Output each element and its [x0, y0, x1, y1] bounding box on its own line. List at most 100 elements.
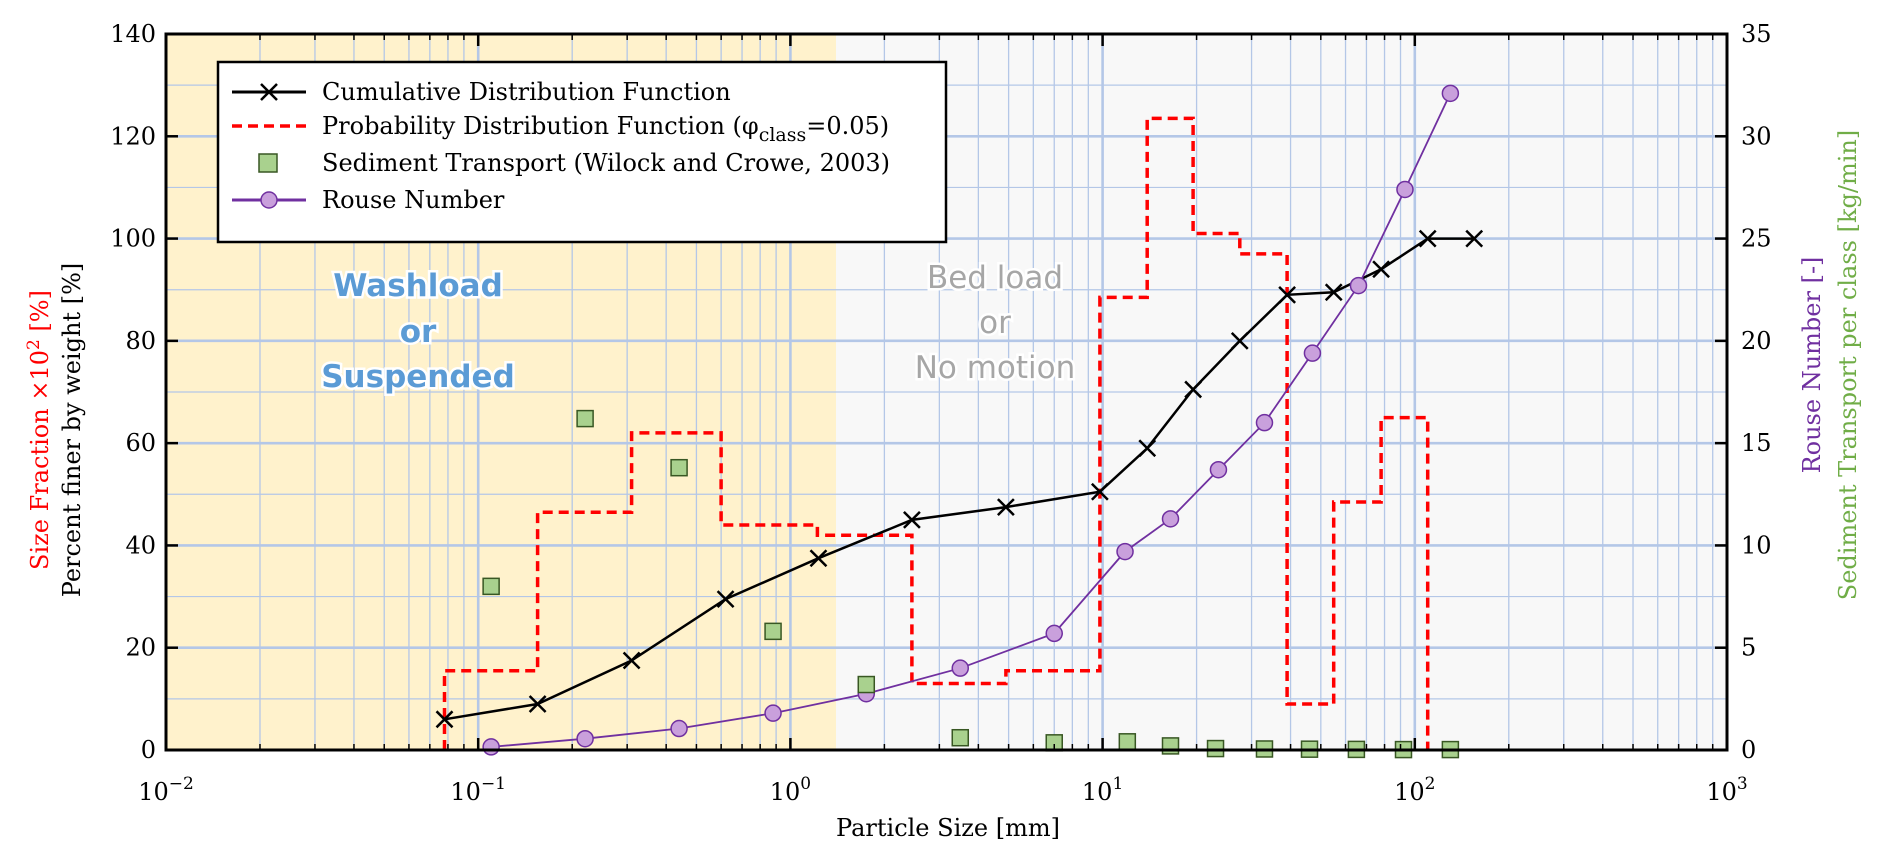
- cdf-point: [1138, 439, 1157, 458]
- x-tick-label-exp: 3: [1737, 774, 1748, 794]
- region-label-1-0: Bed load: [927, 260, 1063, 296]
- legend: Cumulative Distribution Function Probabi…: [216, 60, 948, 244]
- x-tick-label: 10−2: [138, 774, 194, 806]
- cdf-point: [1230, 331, 1249, 350]
- legend-rouse-label: Rouse Number: [322, 186, 505, 214]
- y-left-tick-label: 20: [125, 634, 156, 662]
- cdf-point: [809, 549, 828, 568]
- x-tick-label: 10−1: [450, 774, 506, 806]
- sediment-point: [951, 728, 970, 747]
- y-right-tick-label: 35: [1741, 20, 1772, 48]
- legend-pdf-label-main: Probability Distribution Function (φ: [322, 112, 759, 140]
- region-label-0-1: or: [400, 314, 437, 350]
- cdf-point: [903, 510, 921, 529]
- rouse-point: [1396, 180, 1414, 199]
- x-tick-label-base: 10: [1394, 778, 1425, 806]
- y-right-tick-label: 10: [1741, 531, 1772, 559]
- rouse-point: [1349, 276, 1368, 295]
- pdf-series: [442, 116, 1430, 750]
- y-left-title-percentfiner: Percent finer by weight [%]: [58, 263, 86, 598]
- legend-rouse-marker: [260, 191, 278, 209]
- x-tick-label: 101: [1082, 774, 1123, 806]
- legend-pdf-label-end: =0.05): [806, 112, 889, 140]
- rouse-point: [951, 659, 970, 677]
- x-tick-label-exp: 1: [1112, 774, 1123, 794]
- cdf-point: [528, 695, 547, 713]
- plot-frame: [164, 32, 1729, 752]
- y-left-tick-label: 140: [110, 20, 156, 48]
- region-label-1-2: No motion: [915, 350, 1076, 386]
- x-tick-label-base: 10: [770, 778, 801, 806]
- cdf-point: [716, 590, 735, 609]
- legend-box: [216, 60, 948, 244]
- legend-item-pdf: Probability Distribution Function (φclas…: [232, 112, 889, 146]
- y-right-title-sediment: Sediment Transport per class [kg/min]: [1834, 130, 1862, 600]
- x-tick-label: 103: [1706, 774, 1747, 806]
- rouse-point: [1209, 460, 1228, 479]
- y-left-title-sizefraction-sup: 2: [24, 339, 44, 350]
- x-tick-label-exp: −1: [481, 774, 506, 794]
- y-left-tick-label: 40: [125, 531, 156, 559]
- cdf-point: [435, 710, 454, 729]
- cdf-point: [1372, 260, 1390, 279]
- legend-cdf-x-marker: [260, 83, 278, 101]
- x-tick-label: 100: [770, 774, 811, 806]
- rouse-point: [1045, 624, 1063, 643]
- legend-item-cdf: Cumulative Distribution Function: [232, 78, 731, 106]
- rouse-point: [764, 704, 782, 722]
- x-tick-label-base: 10: [1082, 778, 1113, 806]
- y-right-tick-label: 20: [1741, 327, 1772, 355]
- y-right-tick-label: 25: [1741, 225, 1772, 253]
- legend-item-rouse: Rouse Number: [232, 186, 505, 214]
- cdf-point: [1090, 482, 1109, 501]
- tick-labels: 10−2 10−1 100 101 102 10302040608010012014005…: [110, 20, 1771, 806]
- axes: [164, 32, 1729, 752]
- x-tick-label: 102: [1394, 774, 1435, 806]
- legend-cdf-label: Cumulative Distribution Function: [322, 78, 731, 106]
- rouse-point: [1303, 344, 1322, 362]
- rouse-point: [1116, 542, 1134, 561]
- legend-sediment-label: Sediment Transport (Wilock and Crowe, 20…: [322, 149, 890, 177]
- y-right-title-rouse: Rouse Number [-]: [1798, 257, 1826, 474]
- y-right-tick-label: 0: [1741, 736, 1756, 764]
- sediment-point: [482, 577, 500, 596]
- cdf-point: [1324, 283, 1343, 302]
- x-axis-title: Particle Size [mm]: [836, 814, 1060, 842]
- region-labels: Washload or Suspended Bed load or No motion: [319, 258, 1078, 398]
- sediment-point: [1118, 733, 1137, 751]
- x-tick-label-base: 10: [1706, 778, 1737, 806]
- legend-item-sediment: Sediment Transport (Wilock and Crowe, 20…: [258, 149, 890, 177]
- region-label-1-1: or: [979, 305, 1011, 341]
- x-tick-label-exp: 0: [800, 774, 811, 794]
- y-left-title-sizefraction-end: [%]: [26, 290, 54, 339]
- cdf-point: [1278, 285, 1297, 304]
- sediment-point: [764, 622, 782, 641]
- legend-pdf-label-sub: class: [759, 124, 807, 146]
- rouse-point: [576, 729, 594, 748]
- rouse-series: [482, 84, 1460, 756]
- legend-pdf-label: Probability Distribution Function (φclas…: [322, 112, 889, 146]
- y-left-tick-label: 0: [141, 736, 156, 764]
- x-tick-label-base: 10: [138, 778, 169, 806]
- cdf-point: [1418, 229, 1437, 248]
- legend-cdf-marker: [260, 83, 278, 101]
- x-tick-label-exp: 2: [1425, 774, 1436, 794]
- y-left-tick-label: 120: [110, 122, 156, 150]
- rouse-point: [1441, 84, 1460, 103]
- x-tick-label-base: 10: [450, 778, 481, 806]
- rouse-point: [1161, 510, 1180, 528]
- rouse-point: [1255, 413, 1274, 432]
- rouse-point: [670, 719, 688, 738]
- y-right-tick-label: 30: [1741, 122, 1772, 150]
- y-left-title-sizefraction: Size Fraction ×102 [%]: [24, 290, 54, 570]
- cdf-point: [1184, 380, 1203, 399]
- sediment-point: [670, 458, 688, 477]
- y-right-tick-label: 5: [1741, 634, 1756, 662]
- y-left-tick-label: 80: [125, 327, 156, 355]
- y-right-tick-label: 15: [1741, 429, 1772, 457]
- y-left-title-sizefraction-main: Size Fraction ×10: [26, 350, 54, 570]
- sediment-point: [576, 409, 594, 428]
- region-label-0-2: Suspended: [321, 359, 515, 395]
- y-left-tick-label: 100: [110, 225, 156, 253]
